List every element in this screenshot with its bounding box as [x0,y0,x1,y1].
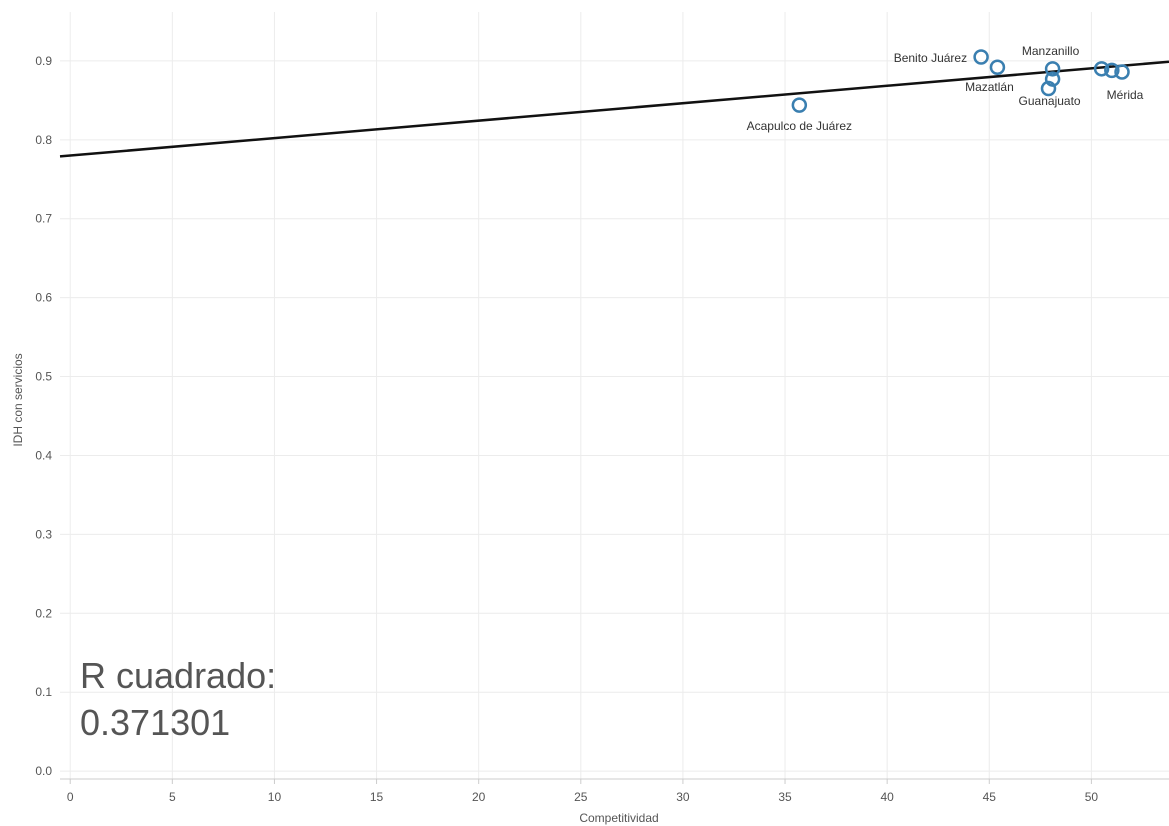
x-tick-label: 15 [370,790,384,804]
x-tick-label: 20 [472,790,486,804]
r-squared-label: R cuadrado: [80,655,276,696]
point-label: Guanajuato [1019,94,1081,108]
y-tick-label: 0.5 [35,370,52,384]
trend-line [59,60,1169,158]
y-tick-label: 0.7 [35,212,52,226]
y-axis-title: IDH con servicios [11,353,25,446]
data-point[interactable] [1044,71,1061,87]
y-tick-label: 0.1 [35,685,52,699]
data-point[interactable] [791,97,808,113]
point-labels: Acapulco de Juárez Benito Juárez Mazatlán G… [747,44,1144,133]
point-label: Benito Juárez [894,51,967,65]
y-tick-label: 0.9 [35,54,52,68]
x-tick-label: 10 [268,790,282,804]
data-point[interactable] [1093,61,1110,77]
x-tick-label: 5 [169,790,176,804]
x-tick-label: 45 [983,790,997,804]
y-tick-label: 0.4 [35,448,52,462]
x-axis-title: Competitividad [579,811,658,825]
y-ticks: 0.0 0.1 0.2 0.3 0.4 0.5 0.6 0.7 0.8 0.9 [35,54,52,778]
x-tick-label: 25 [574,790,588,804]
data-point[interactable] [989,59,1006,75]
y-tick-label: 0.3 [35,527,52,541]
grid-lines [60,12,1169,779]
data-point[interactable] [1040,80,1057,97]
point-label: Mérida [1107,88,1144,102]
y-tick-label: 0.8 [35,133,52,147]
x-tick-label: 30 [676,790,690,804]
data-point[interactable] [1104,62,1120,79]
x-tick-label: 35 [778,790,792,804]
y-tick-label: 0.6 [35,291,52,305]
x-tick-label: 40 [880,790,894,804]
y-tick-label: 0.0 [35,764,52,778]
point-label: Manzanillo [1022,44,1080,58]
data-points [791,49,1130,113]
x-tick-label: 50 [1085,790,1099,804]
r-squared-value: 0.371301 [80,702,230,743]
x-tick-label: 0 [67,790,74,804]
data-point[interactable] [1114,64,1130,80]
y-tick-label: 0.2 [35,606,52,620]
x-ticks: 0 5 10 15 20 25 30 35 40 45 50 [67,779,1099,804]
data-point[interactable] [1044,61,1061,77]
point-label: Mazatlán [965,80,1014,94]
data-point[interactable] [973,49,989,65]
point-label: Acapulco de Juárez [747,119,852,133]
